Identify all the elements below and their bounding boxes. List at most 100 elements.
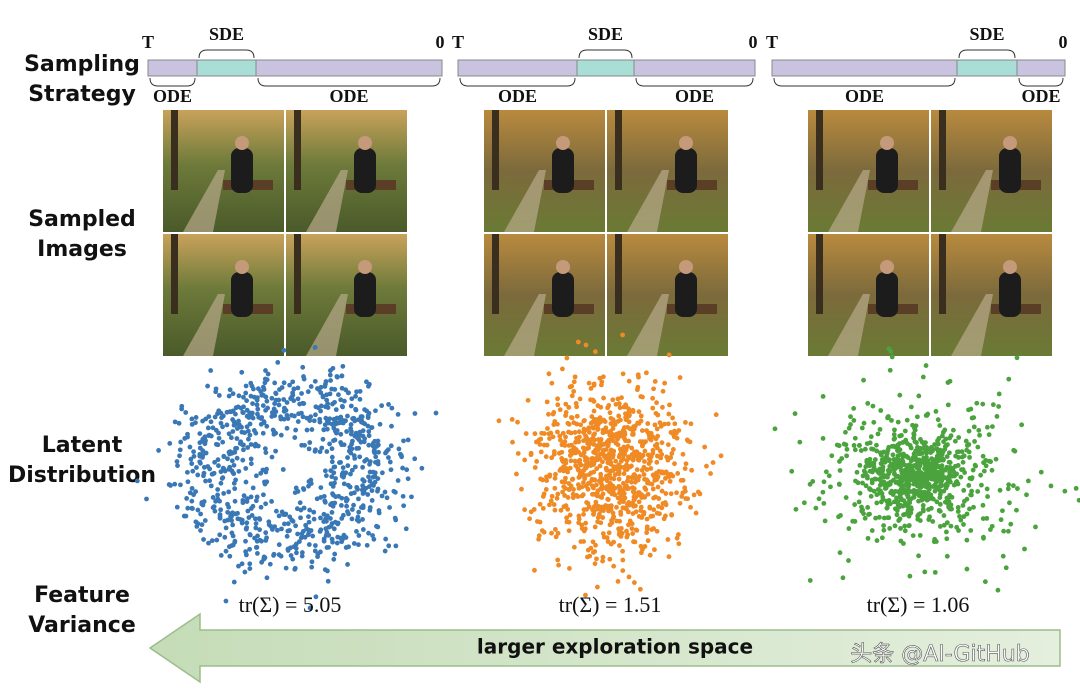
latent-point bbox=[601, 448, 606, 454]
latent-point bbox=[549, 455, 555, 461]
latent-point bbox=[986, 432, 992, 438]
person bbox=[354, 148, 376, 193]
latent-point bbox=[881, 523, 887, 528]
latent-point bbox=[636, 474, 642, 479]
latent-point bbox=[931, 539, 937, 545]
latent-point bbox=[401, 438, 406, 444]
latent-point bbox=[653, 494, 658, 500]
latent-point bbox=[980, 453, 986, 459]
latent-point bbox=[179, 406, 185, 412]
latent-point bbox=[357, 429, 363, 435]
latent-point bbox=[877, 450, 883, 456]
latent-point bbox=[1006, 376, 1012, 382]
latent-point bbox=[932, 442, 937, 447]
latent-point bbox=[617, 405, 623, 411]
latent-point bbox=[308, 414, 314, 420]
latent-point bbox=[231, 480, 237, 486]
latent-point bbox=[244, 407, 250, 413]
latent-point bbox=[946, 502, 952, 507]
latent-point bbox=[560, 489, 565, 495]
latent-point bbox=[598, 437, 604, 442]
latent-point bbox=[554, 495, 560, 501]
latent-point bbox=[282, 521, 287, 527]
latent-point bbox=[405, 437, 411, 443]
latent-point bbox=[821, 479, 827, 485]
row-label: Variance bbox=[28, 613, 136, 638]
latent-point bbox=[356, 437, 362, 443]
latent-point bbox=[650, 513, 656, 519]
latent-point bbox=[625, 475, 631, 480]
latent-point bbox=[905, 493, 911, 499]
latent-point bbox=[210, 425, 216, 431]
latent-point bbox=[562, 479, 568, 485]
latent-point bbox=[197, 459, 203, 465]
tree-trunk bbox=[492, 234, 499, 314]
bracket bbox=[773, 77, 956, 87]
latent-point bbox=[933, 479, 939, 485]
latent-point bbox=[387, 505, 392, 510]
latent-point bbox=[248, 380, 254, 386]
latent-point bbox=[909, 457, 915, 463]
latent-point bbox=[360, 527, 366, 532]
bracket bbox=[578, 49, 633, 59]
latent-point bbox=[290, 556, 296, 562]
latent-point bbox=[255, 386, 261, 392]
latent-point bbox=[396, 446, 402, 452]
latent-point bbox=[713, 412, 719, 418]
latent-point bbox=[573, 447, 579, 452]
latent-point bbox=[616, 490, 622, 496]
tree-trunk bbox=[171, 234, 178, 314]
latent-point bbox=[599, 476, 605, 482]
latent-point bbox=[626, 522, 631, 528]
latent-point bbox=[944, 536, 950, 542]
latent-point bbox=[659, 440, 665, 446]
latent-point bbox=[865, 400, 871, 406]
latent-point bbox=[564, 519, 570, 525]
latent-point bbox=[902, 428, 908, 434]
latent-point bbox=[376, 508, 382, 513]
latent-point bbox=[234, 455, 240, 461]
latent-point bbox=[271, 553, 276, 558]
latent-point bbox=[569, 415, 575, 421]
latent-point bbox=[365, 492, 371, 497]
latent-point bbox=[611, 476, 617, 482]
latent-point bbox=[532, 465, 538, 470]
latent-point bbox=[264, 398, 270, 404]
latent-point bbox=[239, 561, 245, 567]
latent-point bbox=[382, 489, 388, 495]
latent-point bbox=[323, 381, 328, 387]
latent-point bbox=[326, 544, 331, 550]
latent-point bbox=[327, 441, 332, 447]
latent-point bbox=[563, 401, 569, 407]
latent-point bbox=[243, 538, 248, 544]
latent-point bbox=[331, 526, 337, 532]
latent-point bbox=[261, 492, 266, 498]
latent-point bbox=[637, 492, 643, 498]
latent-point bbox=[984, 515, 990, 521]
latent-point bbox=[937, 501, 943, 507]
latent-point bbox=[931, 470, 937, 476]
latent-point bbox=[645, 421, 651, 426]
timeline-start: T bbox=[766, 32, 778, 52]
latent-point bbox=[259, 415, 265, 420]
latent-point bbox=[366, 474, 371, 480]
latent-point bbox=[573, 463, 579, 468]
person bbox=[354, 272, 376, 317]
latent-point bbox=[251, 427, 257, 433]
latent-point bbox=[874, 492, 880, 498]
latent-point bbox=[597, 451, 603, 457]
latent-point bbox=[605, 496, 611, 502]
latent-point bbox=[213, 498, 219, 504]
latent-point bbox=[645, 452, 651, 458]
latent-point bbox=[285, 416, 291, 421]
latent-point bbox=[553, 534, 559, 540]
latent-point bbox=[861, 511, 866, 517]
latent-point bbox=[906, 472, 912, 478]
latent-point bbox=[877, 488, 883, 494]
latent-point bbox=[244, 496, 250, 502]
latent-point bbox=[353, 430, 359, 436]
latent-point bbox=[947, 479, 953, 485]
person bbox=[231, 148, 253, 193]
latent-point bbox=[964, 566, 970, 572]
latent-point bbox=[801, 500, 807, 506]
